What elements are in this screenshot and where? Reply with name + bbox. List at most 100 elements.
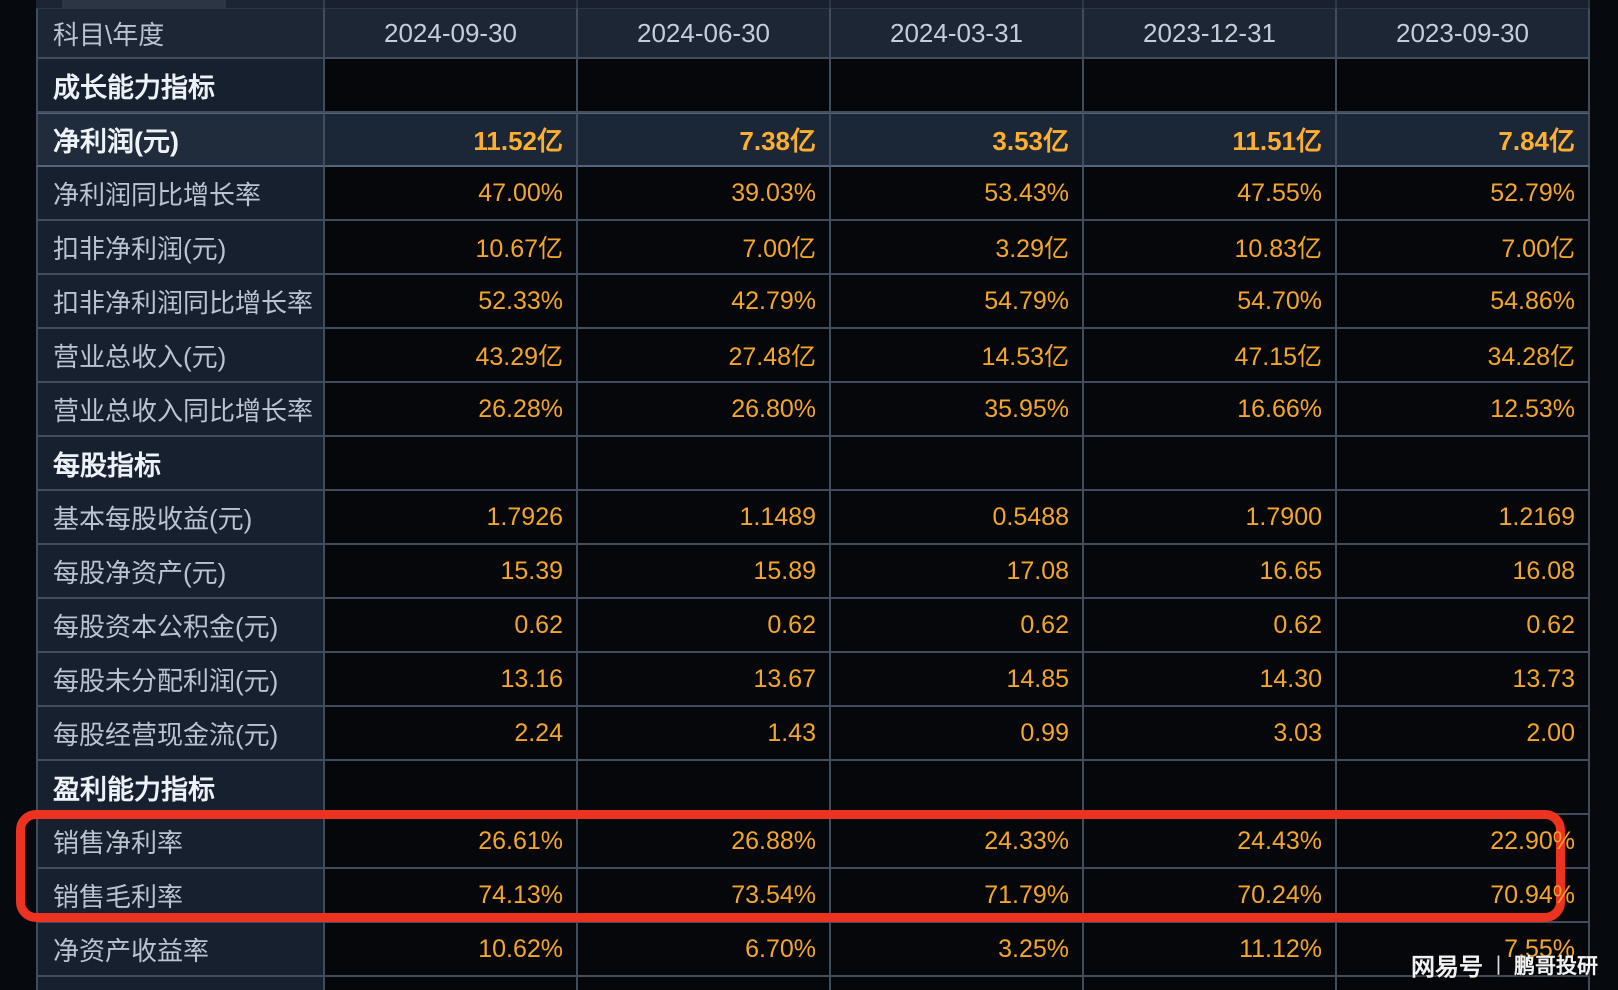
value-cell: 10.67亿	[325, 221, 578, 275]
table-row: 每股资本公积金(元) 0.62 0.62 0.62 0.62 0.62	[36, 599, 1590, 653]
row-label-cell: 净利润(元)	[36, 113, 325, 167]
value-cell	[831, 59, 1084, 113]
table-row: 营业总收入(元) 43.29亿 27.48亿 14.53亿 47.15亿 34.28亿	[36, 329, 1590, 383]
value-cell-text: 0.99	[1020, 718, 1069, 747]
value-cell-text: 73.54%	[731, 880, 816, 909]
value-cell: 47.00%	[325, 167, 578, 221]
value-cell: 1.7900	[1084, 491, 1337, 545]
value-cell	[1084, 437, 1337, 491]
value-cell: 7.00亿	[578, 221, 831, 275]
value-cell-text: 71.79%	[984, 880, 1069, 909]
value-cell: 7.38亿	[578, 113, 831, 167]
top-sliver-segment	[578, 0, 831, 8]
value-cell: 11.52亿	[325, 113, 578, 167]
value-cell: 1.2169	[1337, 491, 1590, 545]
value-cell-text: 7.00亿	[1501, 235, 1575, 263]
value-cell-text: 10.83亿	[1234, 235, 1322, 263]
section-row: 成长能力指标	[36, 59, 1590, 113]
value-cell: 10.62%	[325, 923, 578, 977]
column-header-cell-text: 2023-09-30	[1396, 17, 1529, 48]
value-cell: 47.15亿	[1084, 329, 1337, 383]
value-cell: 3.25%	[831, 923, 1084, 977]
value-cell-text: 3.03	[1273, 718, 1322, 747]
value-cell: 0.62	[1084, 599, 1337, 653]
value-cell: 13.67	[578, 653, 831, 707]
value-cell-text: 14.53亿	[981, 343, 1069, 371]
value-cell: 14.53亿	[831, 329, 1084, 383]
section-row: 盈利能力指标	[36, 761, 1590, 815]
value-cell: 0.62	[1337, 599, 1590, 653]
row-label-cell: 净利润同比增长率	[36, 167, 325, 221]
row-label-cell-text: 扣非净利润同比增长率	[53, 287, 314, 318]
value-cell-text: 11.51亿	[1232, 126, 1322, 156]
value-cell-text: 0.62	[1273, 610, 1322, 639]
value-cell-text: 13.67	[753, 664, 816, 693]
value-cell: 0.62	[831, 599, 1084, 653]
value-cell-text: 1.7926	[486, 502, 563, 531]
top-edge-sliver	[36, 0, 1590, 8]
value-cell-text: 16.08	[1512, 556, 1575, 585]
financial-table: 科目\年度 2024-09-30 2024-06-30 2024-03-31 2023-…	[36, 8, 1590, 990]
value-cell	[1337, 761, 1590, 815]
row-label-cell-text: 营业总收入同比增长率	[53, 395, 314, 426]
value-cell-text: 26.88%	[731, 826, 816, 855]
top-sliver-segment	[1337, 0, 1590, 8]
watermark-separator: 丨	[1488, 954, 1509, 978]
row-label-cell-text: 销售毛利率	[53, 881, 184, 912]
value-cell	[578, 59, 831, 113]
value-cell-text: 52.33%	[478, 286, 563, 315]
value-cell-text: 54.86%	[1490, 286, 1575, 315]
row-label-cell-text: 每股净资产(元)	[53, 557, 227, 588]
value-cell: 13.16	[325, 653, 578, 707]
table-row: 净利润同比增长率 47.00% 39.03% 53.43% 47.55% 52.79%	[36, 167, 1590, 221]
value-cell: 2.00	[1337, 707, 1590, 761]
row-label-cell: 销售净利率	[36, 815, 325, 869]
watermark: 网易号 丨 鹏哥投研	[1411, 947, 1598, 982]
row-label-cell-text: 每股未分配利润(元)	[53, 665, 279, 696]
value-cell: 47.55%	[1084, 167, 1337, 221]
value-cell-text: 12.53%	[1490, 394, 1575, 423]
value-cell	[1084, 59, 1337, 113]
row-label-cell: 扣非净利润(元)	[36, 221, 325, 275]
value-cell	[325, 59, 578, 113]
top-sliver-segment	[325, 0, 578, 8]
table-row: 扣非净利润(元) 10.67亿 7.00亿 3.29亿 10.83亿 7.00亿	[36, 221, 1590, 275]
value-cell: 74.13%	[325, 869, 578, 923]
value-cell-text: 26.80%	[731, 394, 816, 423]
value-cell-text: 47.00%	[478, 178, 563, 207]
value-cell	[831, 977, 1084, 990]
value-cell-text: 10.67亿	[475, 235, 563, 263]
value-cell: 12.53%	[1337, 383, 1590, 437]
value-cell-text: 0.62	[1526, 610, 1575, 639]
value-cell	[1084, 977, 1337, 990]
value-cell: 26.28%	[325, 383, 578, 437]
value-cell: 14.85	[831, 653, 1084, 707]
value-cell-text: 13.16	[500, 664, 563, 693]
value-cell-text: 7.00亿	[742, 235, 816, 263]
value-cell-text: 0.5488	[992, 502, 1069, 531]
value-cell: 16.65	[1084, 545, 1337, 599]
value-cell: 71.79%	[831, 869, 1084, 923]
value-cell: 22.90%	[1337, 815, 1590, 869]
value-cell-text: 26.28%	[478, 394, 563, 423]
value-cell: 54.70%	[1084, 275, 1337, 329]
value-cell-text: 47.55%	[1237, 178, 1322, 207]
value-cell: 43.29亿	[325, 329, 578, 383]
value-cell-text: 1.43	[767, 718, 816, 747]
value-cell-text: 7.55%	[1504, 934, 1575, 963]
top-sliver-label-segment	[36, 0, 325, 8]
value-cell: 70.24%	[1084, 869, 1337, 923]
value-cell: 39.03%	[578, 167, 831, 221]
value-cell-text: 39.03%	[731, 178, 816, 207]
value-cell	[1337, 977, 1590, 990]
value-cell-text: 15.39	[500, 556, 563, 585]
value-cell-text: 7.38亿	[739, 126, 816, 156]
row-label-cell: 扣非净利润同比增长率	[36, 275, 325, 329]
row-label-cell-text: 基本每股收益(元)	[53, 503, 253, 534]
value-cell-text: 11.12%	[1239, 934, 1322, 963]
value-cell	[831, 761, 1084, 815]
value-cell	[831, 437, 1084, 491]
row-label-cell-text: 净利润(元)	[53, 127, 179, 157]
value-cell-text: 27.48亿	[728, 343, 816, 371]
